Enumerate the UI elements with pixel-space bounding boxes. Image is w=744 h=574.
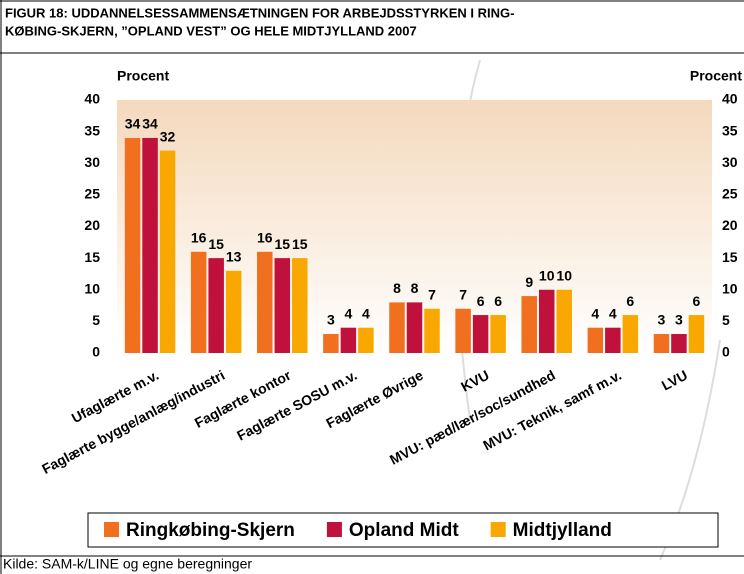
y2-tick-label: 35 (722, 122, 738, 138)
y-tick-label: 35 (84, 122, 100, 138)
bar (538, 289, 555, 353)
legend-label: Ringkøbing-Skjern (126, 520, 295, 541)
data-label: 3 (658, 312, 666, 328)
bar (556, 289, 572, 353)
y-tick-label: 20 (84, 217, 100, 233)
y2-tick-label: 0 (722, 344, 730, 360)
legend-label: Opland Midt (349, 520, 459, 541)
bar (159, 150, 176, 353)
legend-swatch (326, 522, 342, 537)
data-label: 15 (274, 236, 290, 252)
bar (688, 315, 705, 353)
data-label: 15 (292, 236, 308, 252)
data-label: 4 (362, 305, 370, 321)
bar (225, 270, 242, 353)
data-label: 6 (494, 293, 502, 309)
y-tick-label: 15 (84, 249, 100, 265)
bar (142, 137, 158, 353)
bar (406, 302, 423, 353)
bar (622, 315, 639, 353)
bar (472, 315, 489, 353)
y-tick-label: 40 (84, 91, 100, 107)
y2-tick-label: 40 (722, 91, 738, 107)
data-label: 8 (393, 280, 401, 296)
chart-title: FIGUR 18: UDDANNELSESSAMMENSÆTNINGEN FOR… (5, 5, 514, 20)
legend-swatch (104, 522, 119, 537)
data-label: 13 (226, 248, 242, 264)
bar (653, 334, 670, 353)
bar (389, 302, 405, 353)
y2-tick-label: 30 (722, 154, 738, 170)
bar (257, 251, 273, 353)
data-label: 7 (428, 286, 436, 302)
y2-tick-label: 10 (722, 280, 738, 296)
bar (340, 327, 357, 353)
bar (124, 137, 141, 353)
y2-tick-label: 25 (722, 186, 738, 202)
data-label: 6 (626, 293, 634, 309)
y2-tick-label: 5 (722, 312, 730, 328)
legend-label: Midtjylland (513, 520, 612, 541)
data-label: 34 (142, 116, 158, 132)
bar (490, 315, 506, 353)
data-label: 32 (160, 128, 176, 144)
chart-title: KØBING-SKJERN, ”OPLAND VEST” OG HELE MID… (5, 23, 417, 38)
y2-axis-label: Procent (690, 68, 742, 84)
data-label: 10 (556, 267, 572, 283)
legend-swatch (490, 522, 506, 537)
data-label: 10 (539, 267, 555, 283)
y2-tick-label: 20 (722, 217, 738, 233)
bar (424, 308, 440, 353)
data-label: 4 (609, 305, 617, 321)
bar (190, 251, 207, 353)
data-label: 4 (344, 305, 352, 321)
y-tick-label: 25 (84, 186, 100, 202)
bar (292, 258, 308, 353)
data-label: 7 (459, 286, 467, 302)
bar (274, 258, 291, 353)
data-label: 15 (208, 236, 224, 252)
data-label: 8 (411, 280, 419, 296)
y-tick-label: 30 (84, 154, 100, 170)
bar (671, 334, 687, 353)
data-label: 16 (257, 230, 273, 246)
data-label: 3 (675, 312, 683, 328)
data-label: 34 (125, 116, 141, 132)
data-label: 9 (525, 274, 533, 290)
bar (521, 296, 537, 353)
y-tick-label: 0 (92, 344, 100, 360)
y2-tick-label: 15 (722, 249, 738, 265)
bar (587, 327, 604, 353)
data-label: 6 (693, 293, 701, 309)
data-label: 4 (591, 305, 599, 321)
y-axis-label: Procent (117, 68, 169, 84)
bar (605, 327, 621, 353)
data-label: 6 (477, 293, 485, 309)
data-label: 16 (191, 230, 207, 246)
bar (323, 334, 339, 353)
data-label: 3 (327, 312, 335, 328)
bar (208, 258, 224, 353)
y-tick-label: 10 (84, 280, 100, 296)
legend (87, 512, 719, 548)
source: Kilde: SAM-k/LINE og egne beregninger (3, 556, 252, 572)
y-tick-label: 5 (92, 312, 100, 328)
bar (358, 327, 374, 353)
bar (455, 308, 471, 353)
